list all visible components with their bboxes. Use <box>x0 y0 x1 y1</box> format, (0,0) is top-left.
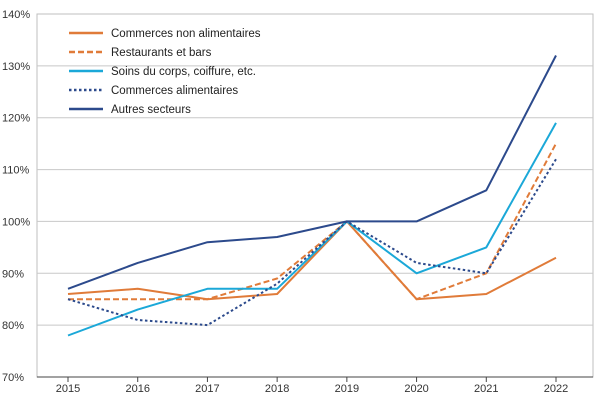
x-tick-label: 2018 <box>265 383 289 395</box>
y-tick-label: 70% <box>2 372 24 384</box>
y-tick-label: 110% <box>2 165 30 177</box>
series-line-4 <box>67 158 557 327</box>
axis-layer: 70% 80% 90% 100% 110% 120% 130% 140% 2015 2016 201… <box>2 9 593 395</box>
legend-label-3: Soins du corps, coiffure, etc. <box>111 66 256 78</box>
x-tick-label: 2022 <box>544 383 568 395</box>
legend-label-4: Commerces alimentaires <box>111 85 238 97</box>
series-line-2 <box>68 143 557 301</box>
x-tick-label: 2021 <box>474 383 498 395</box>
x-tick-label: 2015 <box>56 383 80 395</box>
series-layer <box>67 55 557 337</box>
x-tick-label: 2016 <box>125 383 149 395</box>
legend-label-5: Autres secteurs <box>111 104 191 116</box>
series-line-5 <box>67 55 557 290</box>
x-tick-label: 2017 <box>195 383 219 395</box>
legend-label-1: Commerces non alimentaires <box>111 28 261 40</box>
x-tick-label: 2019 <box>335 383 359 395</box>
legend-label-2: Restaurants et bars <box>111 47 212 59</box>
y-tick-label: 120% <box>2 113 30 125</box>
y-tick-label: 90% <box>2 268 24 280</box>
y-tick-label: 80% <box>2 320 24 332</box>
y-tick-label: 100% <box>2 216 30 228</box>
y-tick-label: 130% <box>2 61 30 73</box>
y-tick-label: 140% <box>2 9 30 21</box>
series-line-1 <box>67 220 557 301</box>
series-line-3 <box>67 122 557 337</box>
legend: Commerces non alimentaires Restaurants et… <box>69 28 261 116</box>
x-tick-label: 2020 <box>404 383 428 395</box>
